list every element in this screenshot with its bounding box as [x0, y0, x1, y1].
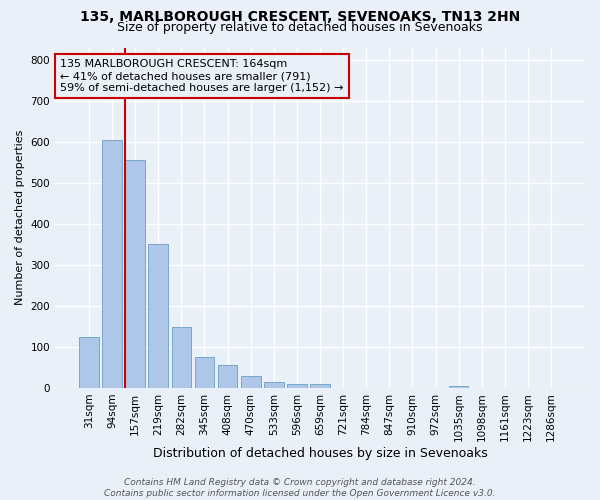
Bar: [79, 336, 99, 388]
Bar: [172, 327, 191, 388]
Y-axis label: Number of detached properties: Number of detached properties: [15, 130, 25, 306]
Text: 135 MARLBOROUGH CRESCENT: 164sqm
← 41% of detached houses are smaller (791)
59% : 135 MARLBOROUGH CRESCENT: 164sqm ← 41% o…: [61, 60, 344, 92]
Bar: [449, 386, 469, 388]
Bar: [102, 140, 122, 388]
Text: Size of property relative to detached houses in Sevenoaks: Size of property relative to detached ho…: [117, 21, 483, 34]
Text: 135, MARLBOROUGH CRESCENT, SEVENOAKS, TN13 2HN: 135, MARLBOROUGH CRESCENT, SEVENOAKS, TN…: [80, 10, 520, 24]
Bar: [218, 366, 238, 388]
Bar: [148, 244, 168, 388]
Bar: [264, 382, 284, 388]
Bar: [287, 384, 307, 388]
Text: Contains HM Land Registry data © Crown copyright and database right 2024.
Contai: Contains HM Land Registry data © Crown c…: [104, 478, 496, 498]
Bar: [194, 357, 214, 388]
Bar: [241, 376, 260, 388]
Bar: [310, 384, 330, 388]
Bar: [125, 160, 145, 388]
X-axis label: Distribution of detached houses by size in Sevenoaks: Distribution of detached houses by size …: [152, 447, 487, 460]
